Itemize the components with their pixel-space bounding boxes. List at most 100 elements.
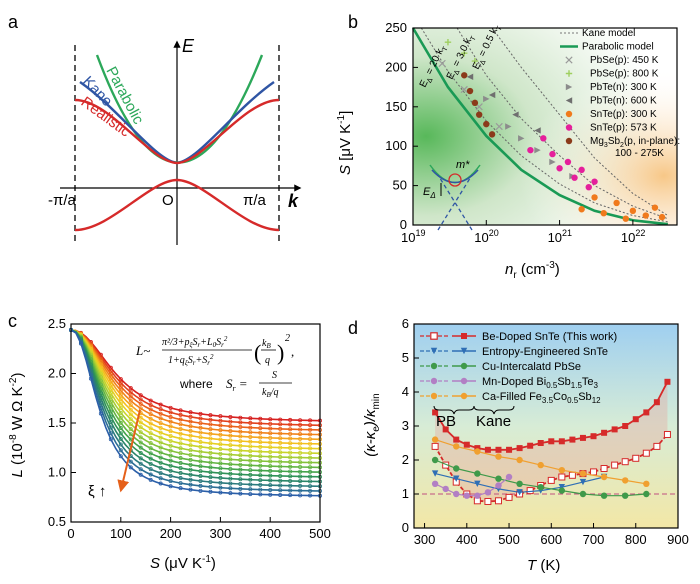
lorenz-curve-point bbox=[218, 437, 223, 442]
lorenz-curve-point bbox=[238, 467, 243, 472]
energy-axis-label: E bbox=[182, 36, 195, 56]
panel-d: d 300 400 500 600 700 800 900 0 1 2 3 4 5 6 Be-Doped … bbox=[348, 316, 689, 574]
lorenz-curve-point bbox=[258, 444, 263, 449]
lorenz-curve-point bbox=[248, 449, 253, 454]
panel-c-ticks: 0 100 200 300 400 500 0.5 1.0 1.5 2.0 2.5 bbox=[48, 316, 331, 541]
series-point bbox=[474, 480, 481, 487]
lorenz-curve-point bbox=[128, 412, 133, 417]
lorenz-curve-point bbox=[288, 445, 293, 450]
legend-marker bbox=[430, 362, 438, 370]
legend-label: Cu-Intercalatd PbSe bbox=[482, 361, 581, 373]
y-tick-label: 200 bbox=[385, 59, 407, 74]
lorenz-curve-point bbox=[208, 455, 213, 460]
legend-marker bbox=[565, 110, 573, 118]
panel-d-label: d bbox=[348, 318, 358, 338]
lorenz-curve-point bbox=[128, 432, 133, 437]
series-point bbox=[431, 436, 439, 443]
lorenz-curve-point bbox=[218, 456, 223, 461]
data-point bbox=[460, 85, 468, 94]
lorenz-curve-point bbox=[178, 481, 183, 486]
lorenz-curve-point bbox=[178, 436, 183, 441]
y-tick-label: 0.5 bbox=[48, 514, 66, 529]
lorenz-curve-point bbox=[138, 430, 143, 435]
lorenz-curve-point bbox=[178, 451, 183, 456]
lorenz-curve-point bbox=[258, 440, 263, 445]
panel-d-legend: Be-Doped SnTe (This work) Entropy-Enginee… bbox=[420, 331, 617, 405]
lorenz-curve-point bbox=[148, 477, 153, 482]
lorenz-curve-point bbox=[268, 454, 273, 459]
lorenz-curve-point bbox=[278, 431, 283, 436]
y-tick-label: 0 bbox=[400, 217, 407, 232]
lorenz-curve-point bbox=[128, 394, 133, 399]
lorenz-curve-point bbox=[308, 418, 313, 423]
lorenz-curve-point bbox=[208, 431, 213, 436]
lorenz-curve-point bbox=[228, 447, 233, 452]
svg-text:L~: L~ bbox=[135, 343, 150, 358]
lorenz-curve-point bbox=[288, 464, 293, 469]
lorenz-curve-point bbox=[218, 428, 223, 433]
lorenz-curve-point bbox=[308, 446, 313, 451]
lorenz-curve-point bbox=[208, 479, 213, 484]
x-tick-label: 900 bbox=[667, 532, 689, 547]
lorenz-curve-point bbox=[238, 462, 243, 467]
svg-text:π²/3+pξSr+L0Sr2: π²/3+pξSr+L0Sr2 bbox=[162, 335, 228, 349]
data-point bbox=[471, 57, 479, 65]
series-point bbox=[548, 438, 555, 445]
lorenz-curve-point bbox=[248, 482, 253, 487]
lorenz-curve-point bbox=[238, 443, 243, 448]
x-tick-label: 500 bbox=[309, 526, 331, 541]
lorenz-curve-point bbox=[118, 420, 123, 425]
lorenz-curve-point bbox=[118, 431, 123, 436]
lorenz-curve-point bbox=[148, 416, 153, 421]
data-point bbox=[483, 95, 490, 103]
lorenz-curve-point bbox=[178, 456, 183, 461]
xi-increase-arrow bbox=[117, 409, 141, 493]
series-point bbox=[495, 475, 502, 482]
x-tick-label: 700 bbox=[583, 532, 605, 547]
legend-marker bbox=[565, 70, 573, 77]
lorenz-curve-point bbox=[158, 455, 163, 460]
lorenz-curve-point bbox=[118, 392, 123, 397]
lorenz-curve-point bbox=[188, 414, 193, 419]
kane-model-line-1 bbox=[456, 27, 669, 220]
lorenz-curve-point bbox=[258, 435, 263, 440]
lorenz-curve-point bbox=[258, 487, 263, 492]
lorenz-curve-point bbox=[118, 442, 123, 447]
lorenz-curve-point bbox=[308, 437, 313, 442]
lorenz-curve-point bbox=[268, 426, 273, 431]
lorenz-curve-point bbox=[268, 492, 273, 497]
panel-d-y-axis-label: (κ-κe)/κmin bbox=[362, 393, 382, 456]
lorenz-curve-point bbox=[288, 493, 293, 498]
legend-marker bbox=[565, 83, 573, 91]
lorenz-curve-point bbox=[128, 407, 133, 412]
k-axis-label: k bbox=[288, 191, 299, 211]
lorenz-curve-point bbox=[278, 478, 283, 483]
lorenz-curve-point bbox=[118, 415, 123, 420]
y-tick-label: 2.5 bbox=[48, 316, 66, 331]
legend-label: Parabolic model bbox=[582, 42, 654, 53]
lorenz-curve-point bbox=[228, 491, 233, 496]
lorenz-curve-point bbox=[268, 435, 273, 440]
lorenz-curve-point bbox=[118, 401, 123, 406]
lorenz-curve-point bbox=[178, 422, 183, 427]
lorenz-curve-point bbox=[148, 436, 153, 441]
series-point bbox=[505, 473, 513, 481]
data-point bbox=[642, 212, 649, 219]
series-point bbox=[453, 436, 460, 443]
lorenz-curve-point bbox=[288, 474, 293, 479]
lorenz-curve-point bbox=[308, 432, 313, 437]
lorenz-curve-point bbox=[248, 444, 253, 449]
y-tick-label: 5 bbox=[402, 350, 409, 365]
series-point bbox=[484, 497, 492, 505]
lorenz-curve-point bbox=[198, 440, 203, 445]
panel-b-inset: m* EΔ bbox=[423, 159, 481, 231]
lorenz-curve-point bbox=[168, 453, 173, 458]
legend-label: SnTe(p): 300 K bbox=[590, 109, 657, 120]
lorenz-curve-point bbox=[158, 402, 163, 407]
series-point bbox=[547, 476, 555, 484]
lorenz-curve-point bbox=[118, 454, 123, 459]
lorenz-curve-point bbox=[178, 446, 183, 451]
lorenz-curve-point bbox=[188, 462, 193, 467]
legend-marker bbox=[565, 97, 573, 104]
